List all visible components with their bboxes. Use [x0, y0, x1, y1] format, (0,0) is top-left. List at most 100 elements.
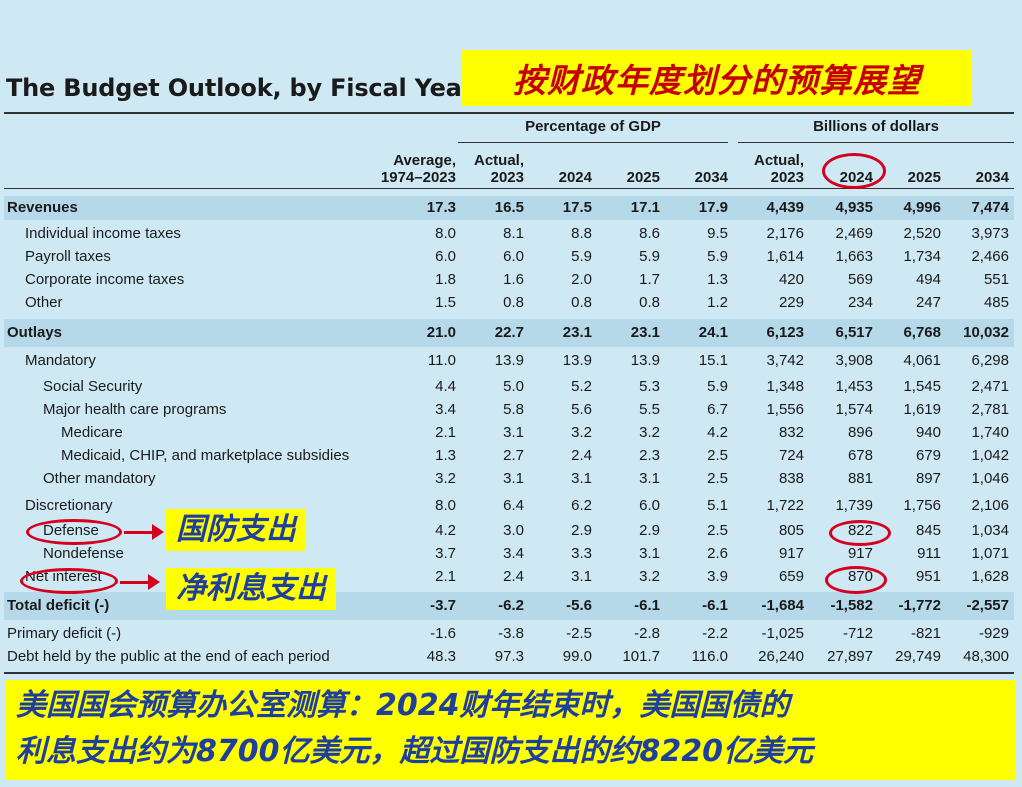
row-label: Discretionary — [25, 497, 113, 514]
column-header-line2: 1974–2023 — [380, 169, 456, 186]
table-cell: 10,032 — [963, 324, 1009, 341]
table-cell: 6.4 — [503, 497, 524, 514]
table-cell: 8.6 — [639, 225, 660, 242]
table-cell: -929 — [978, 625, 1009, 642]
column-header-line2: 2023 — [490, 169, 524, 186]
table-cell: -2.2 — [702, 625, 728, 642]
table-cell: 3.1 — [571, 470, 592, 487]
table-cell: 3.1 — [503, 424, 524, 441]
table-cell: 679 — [915, 447, 941, 464]
table-cell: 1,348 — [766, 378, 804, 395]
table-cell: 1,042 — [971, 447, 1009, 464]
column-header-line2: 2025 — [626, 169, 660, 186]
table-cell: 897 — [915, 470, 941, 487]
table-cell: 3,742 — [766, 352, 804, 369]
column-header: 2024 — [522, 146, 592, 186]
table-cell: 4.4 — [435, 378, 456, 395]
arrow-defense-icon — [124, 524, 164, 540]
table-cell: 13.9 — [562, 352, 592, 369]
group-header-gdp: Percentage of GDP — [458, 118, 728, 143]
table-cell: 6,298 — [971, 352, 1009, 369]
table-cell: 4,061 — [903, 352, 941, 369]
table-cell: 2,781 — [971, 401, 1009, 418]
table-cell: 2.7 — [503, 447, 524, 464]
table-cell: 0.8 — [503, 294, 524, 311]
table-cell: 838 — [778, 470, 804, 487]
table-cell: 247 — [915, 294, 941, 311]
table-row: Nondefense 3.7 3.4 3.3 3.1 2.6 917 917 911 1,071 — [4, 543, 1014, 565]
table-row: Discretionary 8.0 6.4 6.2 6.0 5.1 1,722 1,739 1,… — [4, 494, 1014, 518]
table-cell: 4.2 — [707, 424, 728, 441]
row-label: Major health care programs — [43, 401, 227, 418]
table-cell: 16.5 — [494, 199, 524, 216]
table-cell: 6.7 — [707, 401, 728, 418]
table-cell: 3.3 — [571, 545, 592, 562]
table-cell: 2.6 — [707, 545, 728, 562]
table-cell: -6.1 — [634, 597, 660, 614]
table-cell: -821 — [910, 625, 941, 642]
column-header-line2: 2025 — [907, 169, 941, 186]
row-label: Social Security — [43, 378, 143, 395]
table-cell: 3.1 — [639, 545, 660, 562]
table-cell: 4.2 — [435, 522, 456, 539]
table-cell: -1.6 — [430, 625, 456, 642]
table-cell: 1,739 — [835, 497, 873, 514]
table-row: Individual income taxes 8.0 8.1 8.8 8.6 9.5 2,… — [4, 223, 1014, 245]
footer-line-1: 美国国会预算办公室测算：2024财年结束时，美国国债的 — [16, 688, 790, 723]
column-header-line1: Average, — [393, 152, 456, 169]
table-cell: -6.2 — [498, 597, 524, 614]
row-label: Medicaid, CHIP, and marketplace subsidie… — [61, 447, 350, 464]
table-row: Medicare 2.1 3.1 3.2 3.2 4.2 832 896 940 1,740 — [4, 422, 1014, 444]
table-cell: 15.1 — [698, 352, 728, 369]
column-header: Actual, 2023 — [454, 146, 524, 186]
table-cell: 951 — [915, 568, 941, 585]
table-cell: 1,574 — [835, 401, 873, 418]
table-cell: 8.8 — [571, 225, 592, 242]
defense-cn-label: 国防支出 — [166, 509, 306, 551]
table-cell: -3.7 — [430, 597, 456, 614]
circle-defense — [26, 519, 122, 545]
table-cell: 4,935 — [835, 199, 873, 216]
table-cell: 678 — [847, 447, 873, 464]
table-cell: 48.3 — [426, 648, 456, 665]
column-header: 2034 — [658, 146, 728, 186]
interest-cn-label: 净利息支出 — [166, 568, 336, 610]
table-cell: 8.0 — [435, 225, 456, 242]
table-cell: 2.1 — [435, 424, 456, 441]
table-cell: 2.1 — [435, 568, 456, 585]
table-cell: 2.3 — [639, 447, 660, 464]
table-cell: 1,722 — [766, 497, 804, 514]
table-cell: 2.5 — [707, 470, 728, 487]
table-cell: 1,663 — [835, 248, 873, 265]
table-cell: 2.9 — [571, 522, 592, 539]
table-cell: 659 — [778, 568, 804, 585]
table-row: Other mandatory 3.2 3.1 3.1 3.1 2.5 838 881 897 1… — [4, 468, 1014, 490]
table-cell: -6.1 — [702, 597, 728, 614]
table-cell: 1,614 — [766, 248, 804, 265]
table-cell: 3.0 — [503, 522, 524, 539]
row-label: Other — [25, 294, 63, 311]
table-cell: 6.0 — [639, 497, 660, 514]
table-cell: 940 — [915, 424, 941, 441]
table-cell: 26,240 — [758, 648, 804, 665]
table-cell: 17.5 — [562, 199, 592, 216]
row-label: Total deficit (-) — [7, 597, 110, 614]
column-header-line2: 2034 — [975, 169, 1009, 186]
column-header: Average, 1974–2023 — [346, 146, 456, 186]
table-cell: 17.9 — [698, 199, 728, 216]
row-label: Individual income taxes — [25, 225, 181, 242]
column-header-line2: 2023 — [770, 169, 804, 186]
table-cell: -2.8 — [634, 625, 660, 642]
table-cell: 3.7 — [435, 545, 456, 562]
table-cell: 21.0 — [426, 324, 456, 341]
table-cell: 6.2 — [571, 497, 592, 514]
table-cell: 2.4 — [571, 447, 592, 464]
table-cell: 1,740 — [971, 424, 1009, 441]
circle-net-interest — [20, 568, 118, 594]
circle-2024-header — [822, 153, 886, 189]
table-cell: -2.5 — [566, 625, 592, 642]
table-row: Medicaid, CHIP, and marketplace subsidie… — [4, 445, 1014, 467]
column-header: 2025 — [590, 146, 660, 186]
table-cell: 1,046 — [971, 470, 1009, 487]
row-label: Payroll taxes — [25, 248, 111, 265]
